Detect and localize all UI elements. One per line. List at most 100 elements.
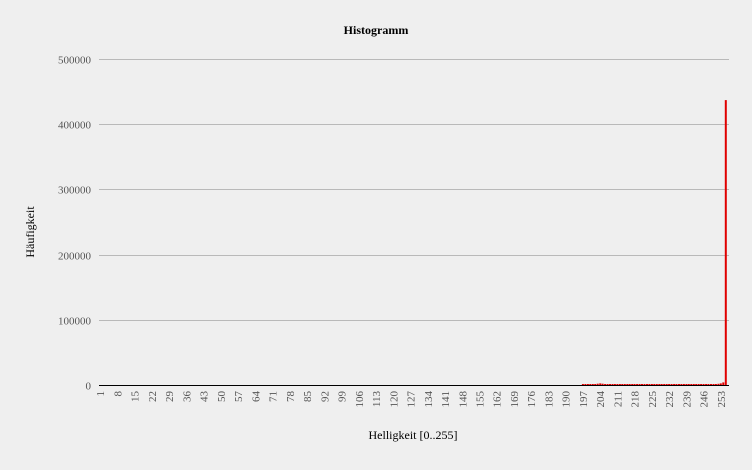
histogram-bar [665, 384, 668, 385]
x-tick-label: 183 [544, 391, 556, 408]
histogram-bar [722, 382, 725, 385]
histogram-bar [606, 384, 609, 385]
histogram-bar [646, 384, 648, 385]
x-tick-label: 253 [716, 391, 728, 408]
x-axis-label: Helligkeit [0..255] [369, 428, 458, 442]
histogram-bar [611, 384, 614, 385]
histogram-bar [719, 383, 722, 385]
x-tick-label: 134 [423, 391, 435, 408]
histogram-bar [628, 384, 631, 385]
histogram-bar [710, 384, 712, 385]
histogram-bar [596, 383, 599, 385]
x-tick-label: 36 [181, 391, 193, 403]
y-tick-label: 400000 [58, 120, 92, 132]
x-tick-label: 141 [440, 391, 452, 408]
histogram-bar [685, 384, 688, 385]
y-axis-label: Häufigkeit [23, 206, 37, 258]
x-tick-label: 29 [164, 391, 176, 403]
histogram-bar [682, 384, 685, 385]
histogram-bar [604, 384, 607, 385]
x-tick-label: 99 [337, 391, 349, 403]
x-tick-labels: 1 8 15 22 29 36 43 50 57 64 71 78 85 92 99 106 113 120 127… [95, 391, 728, 408]
histogram-bar [584, 384, 587, 385]
histogram-bar [690, 384, 693, 385]
histogram-bar [675, 384, 678, 385]
x-tick-label: 162 [492, 391, 504, 408]
histogram-bar [668, 384, 671, 385]
x-tick-label: 113 [371, 391, 383, 408]
histogram-bar [700, 384, 703, 385]
x-tick-label: 22 [147, 391, 159, 402]
histogram-bar [724, 100, 727, 385]
x-tick-label: 1 [95, 391, 107, 397]
histogram-bar [638, 384, 641, 385]
x-tick-label: 204 [595, 391, 607, 408]
x-tick-label: 176 [526, 391, 538, 408]
y-tick-label: 500000 [58, 55, 92, 67]
histogram-bar [707, 384, 710, 385]
histogram-bar [717, 383, 720, 385]
x-tick-label: 232 [664, 391, 676, 408]
histogram-bar [594, 384, 597, 385]
x-tick-label: 71 [268, 391, 280, 402]
x-tick-label: 127 [406, 391, 418, 408]
x-tick-label: 239 [681, 391, 693, 408]
histogram-bar [618, 384, 621, 385]
histogram-bars [581, 100, 727, 385]
histogram-bar [650, 384, 653, 385]
histogram-bar [673, 384, 676, 385]
x-tick-label: 57 [233, 391, 245, 403]
histogram-bar [687, 384, 690, 385]
x-tick-label: 43 [199, 391, 211, 403]
x-tick-label: 106 [354, 391, 366, 408]
gridlines [99, 59, 729, 321]
histogram-bar [613, 384, 616, 385]
x-tick-label: 78 [285, 391, 297, 403]
histogram-bar [653, 384, 656, 385]
histogram-bar [623, 384, 626, 385]
x-tick-label: 190 [561, 391, 573, 408]
histogram-bar [601, 383, 604, 385]
histogram-bar [648, 384, 651, 385]
y-tick-label: 300000 [58, 185, 92, 197]
x-tick-label: 15 [130, 391, 142, 403]
histogram-bar [692, 384, 695, 385]
histogram-bar [609, 384, 611, 385]
histogram-bar [702, 384, 705, 385]
histogram-bar [670, 384, 673, 385]
x-tick-label: 85 [302, 391, 314, 403]
x-tick-label: 8 [113, 391, 125, 397]
x-tick-label: 218 [630, 391, 642, 408]
histogram-bar [714, 384, 717, 385]
histogram-bar [695, 384, 698, 385]
x-tick-label: 64 [250, 391, 262, 403]
histogram-bar [591, 384, 594, 385]
histogram-bar [658, 384, 661, 385]
x-tick-label: 211 [612, 391, 624, 407]
x-tick-label: 246 [699, 391, 711, 408]
histogram-bar [633, 384, 636, 385]
histogram-bar [680, 384, 683, 385]
histogram-bar [678, 384, 680, 385]
histogram-bar [631, 384, 634, 385]
histogram-bar [641, 384, 643, 385]
y-tick-label: 100000 [58, 316, 92, 328]
x-tick-label: 197 [578, 391, 590, 408]
histogram-bar [705, 384, 708, 385]
x-tick-label: 120 [388, 391, 400, 408]
x-tick-label: 169 [509, 391, 521, 408]
histogram-bar [697, 384, 700, 385]
x-tick-label: 50 [216, 391, 228, 403]
x-tick-label: 148 [457, 391, 469, 408]
y-tick-label: 200000 [58, 251, 92, 263]
y-tick-labels: 0 100000 200000 300000 400000 500000 [58, 55, 92, 393]
histogram-bar [636, 384, 639, 385]
histogram-bar [589, 384, 592, 385]
histogram-bar [655, 384, 658, 385]
histogram-bar [643, 384, 646, 385]
histogram-bar [621, 384, 624, 385]
histogram-bar [616, 384, 619, 385]
histogram-bar [660, 384, 663, 385]
